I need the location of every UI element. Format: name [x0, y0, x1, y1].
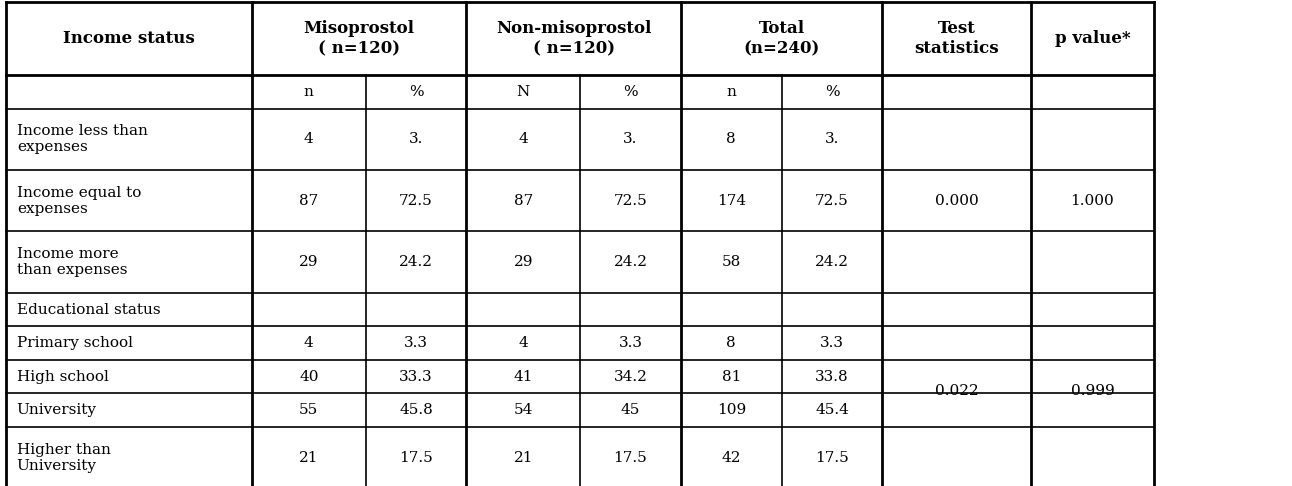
- Text: 0.022: 0.022: [935, 383, 978, 398]
- Text: 4: 4: [518, 336, 528, 350]
- Text: Higher than
University: Higher than University: [17, 443, 111, 473]
- Text: Educational status: Educational status: [17, 303, 160, 317]
- Text: 4: 4: [304, 336, 314, 350]
- Text: 3.3: 3.3: [820, 336, 844, 350]
- Text: 1.000: 1.000: [1071, 194, 1114, 208]
- Text: 21: 21: [298, 451, 319, 465]
- Text: 87: 87: [300, 194, 318, 208]
- Text: 4: 4: [518, 132, 528, 146]
- Text: Income status: Income status: [63, 30, 195, 47]
- Text: 17.5: 17.5: [399, 451, 433, 465]
- Text: 0.000: 0.000: [935, 194, 978, 208]
- Text: 55: 55: [300, 403, 318, 417]
- Text: 0.999: 0.999: [1071, 383, 1114, 398]
- Text: 33.8: 33.8: [815, 370, 849, 384]
- Text: %: %: [623, 85, 638, 99]
- Text: 24.2: 24.2: [399, 255, 433, 269]
- Text: 109: 109: [717, 403, 745, 417]
- Text: 29: 29: [513, 255, 534, 269]
- Text: Non-misoprostol
( n=120): Non-misoprostol ( n=120): [496, 20, 651, 57]
- Text: N: N: [517, 85, 530, 99]
- Text: Total
(n=240): Total (n=240): [743, 20, 820, 57]
- Text: 72.5: 72.5: [614, 194, 647, 208]
- Text: 3.3: 3.3: [619, 336, 642, 350]
- Text: 45.8: 45.8: [399, 403, 433, 417]
- Text: 33.3: 33.3: [399, 370, 433, 384]
- Text: Test
statistics: Test statistics: [915, 20, 999, 57]
- Text: 45: 45: [621, 403, 640, 417]
- Text: n: n: [726, 85, 736, 99]
- Text: p value*: p value*: [1054, 30, 1130, 47]
- Text: 87: 87: [514, 194, 532, 208]
- Text: Income equal to
expenses: Income equal to expenses: [17, 186, 141, 216]
- Text: 4: 4: [304, 132, 314, 146]
- Text: 17.5: 17.5: [815, 451, 849, 465]
- Text: 45.4: 45.4: [815, 403, 849, 417]
- Text: 81: 81: [722, 370, 740, 384]
- Text: University: University: [17, 403, 97, 417]
- Text: High school: High school: [17, 370, 109, 384]
- Text: %: %: [824, 85, 840, 99]
- Text: 41: 41: [513, 370, 534, 384]
- Text: 40: 40: [298, 370, 319, 384]
- Text: 8: 8: [726, 336, 736, 350]
- Text: 3.: 3.: [623, 132, 638, 146]
- Text: Income more
than expenses: Income more than expenses: [17, 247, 128, 278]
- Text: 42: 42: [721, 451, 742, 465]
- Text: 29: 29: [298, 255, 319, 269]
- Text: n: n: [304, 85, 314, 99]
- Text: 24.2: 24.2: [815, 255, 849, 269]
- Text: 34.2: 34.2: [614, 370, 647, 384]
- Text: 8: 8: [726, 132, 736, 146]
- Text: 174: 174: [717, 194, 745, 208]
- Text: 58: 58: [722, 255, 740, 269]
- Text: %: %: [408, 85, 424, 99]
- Text: 21: 21: [513, 451, 534, 465]
- Text: Primary school: Primary school: [17, 336, 133, 350]
- Text: 54: 54: [514, 403, 532, 417]
- Text: 17.5: 17.5: [614, 451, 647, 465]
- Text: 24.2: 24.2: [614, 255, 647, 269]
- Text: Income less than
expenses: Income less than expenses: [17, 124, 147, 155]
- Text: 72.5: 72.5: [815, 194, 849, 208]
- Text: 72.5: 72.5: [399, 194, 433, 208]
- Text: 3.3: 3.3: [404, 336, 428, 350]
- Text: 3.: 3.: [408, 132, 424, 146]
- Text: Misoprostol
( n=120): Misoprostol ( n=120): [304, 20, 415, 57]
- Text: 3.: 3.: [824, 132, 840, 146]
